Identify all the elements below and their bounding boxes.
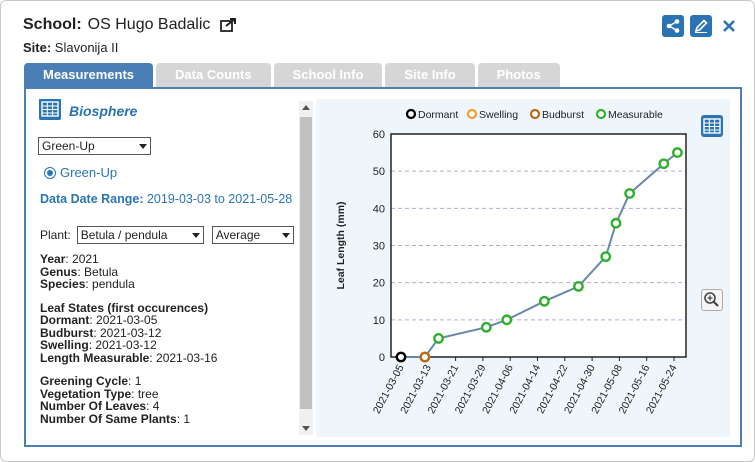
leaf-state-row: Swelling: 2021-03-12 [40, 338, 157, 352]
y-axis-label: Leaf Length (mm) [335, 201, 347, 289]
y-tick-label: 40 [373, 203, 385, 215]
top-icons [662, 15, 740, 37]
info-row: Year: 2021 [40, 252, 99, 266]
site-name: Slavonija II [54, 40, 119, 55]
school-name: OS Hugo Badalic [87, 16, 211, 33]
leaf-state-row: Budburst: 2021-03-12 [40, 325, 162, 340]
zoom-in-icon[interactable] [701, 289, 723, 311]
sidebar-scrollbar[interactable] [299, 101, 313, 435]
data-point [624, 188, 636, 199]
info-row: Number Of Leaves: 4 [40, 399, 160, 413]
close-icon[interactable] [718, 15, 740, 37]
scroll-thumb[interactable] [300, 117, 312, 409]
plant-row: Plant: Betula / pendula Average [40, 226, 322, 244]
site-label: Site: [23, 40, 52, 55]
radio-icon [44, 166, 56, 179]
scroll-down-icon[interactable] [302, 426, 310, 431]
plot-frame [390, 133, 687, 358]
tab-site-info[interactable]: Site Info [385, 63, 475, 87]
y-tick-label: 50 [373, 166, 385, 178]
y-tick-label: 60 [373, 129, 385, 141]
leaf-state-row: Length Measurable: 2021-03-16 [40, 350, 218, 365]
data-point [419, 351, 431, 363]
date-range: Data Date Range: 2019-03-03 to 2021-05-2… [40, 192, 322, 206]
plant-info: Year: 2021 Genus: Betula Species: pendul… [40, 253, 322, 425]
external-link-icon[interactable] [220, 17, 238, 33]
tab-measurements[interactable]: Measurements [24, 63, 154, 87]
info-row: Genus: Betula [40, 264, 119, 279]
info-row: Number Of Same Plants: 1 [40, 411, 191, 426]
info-row: Species: pendula [40, 277, 135, 291]
info-row: Vegetation Type: tree [40, 386, 159, 401]
data-point [538, 295, 550, 307]
legend-marker [529, 108, 541, 120]
stat-select-value: Average [215, 228, 261, 242]
data-point [480, 321, 492, 333]
tab-photos[interactable]: Photos [477, 63, 560, 87]
legend-label: Dormant [418, 109, 458, 121]
biosphere-title: Biosphere [69, 103, 138, 119]
plant-label: Plant: [40, 228, 71, 242]
leaf-state-row: Dormant: 2021-03-05 [40, 313, 158, 327]
data-point [610, 217, 622, 229]
legend-label: Budburst [542, 109, 584, 121]
biosphere-icon [39, 99, 61, 125]
tab-bar: Measurements Data Counts School Info Sit… [24, 63, 560, 87]
date-range-label: Data Date Range: [40, 192, 144, 206]
data-point [433, 333, 444, 344]
y-tick-label: 30 [373, 241, 385, 253]
school-line: School: OS Hugo Badalic [23, 15, 238, 35]
data-point [501, 314, 513, 326]
stat-select[interactable]: Average [211, 226, 294, 244]
data-point [672, 147, 683, 158]
plant-select-value: Betula / pendula [80, 228, 168, 242]
data-point [658, 158, 670, 170]
info-row: Greening Cycle: 1 [40, 374, 142, 388]
green-up-radio[interactable]: Green-Up [44, 165, 322, 180]
radio-label: Green-Up [60, 165, 118, 180]
legend-marker [595, 108, 607, 120]
legend-label: Measurable [608, 109, 663, 121]
y-tick-label: 20 [373, 278, 385, 290]
data-point [600, 251, 612, 263]
table-icon[interactable] [701, 115, 723, 137]
y-tick-label: 0 [379, 352, 385, 364]
legend-marker [405, 108, 417, 120]
y-tick-label: 10 [373, 315, 385, 327]
data-point [573, 280, 584, 292]
legend-marker [466, 108, 478, 120]
biosphere-header: Biosphere [39, 99, 322, 123]
legend-label: Swelling [479, 109, 518, 121]
protocol-select-value: Green-Up [42, 139, 95, 153]
popup-header: School: OS Hugo Badalic Site: Slavonija … [23, 15, 238, 55]
data-point [395, 351, 407, 363]
tab-data-counts[interactable]: Data Counts [156, 63, 271, 87]
chart-area: 0 10 20 30 40 50 60 Leaf Length (mm) 2021-03-05 2… [316, 99, 730, 437]
protocol-select[interactable]: Green-Up [38, 137, 151, 155]
school-label: School: [23, 16, 82, 33]
tab-school-info[interactable]: School Info [273, 63, 383, 87]
measurements-panel: Biosphere Green-Up Green-Up Data Date Ra… [24, 87, 742, 447]
plant-select[interactable]: Betula / pendula [76, 226, 204, 244]
chevron-down-icon [191, 232, 200, 238]
left-sidebar: Biosphere Green-Up Green-Up Data Date Ra… [32, 99, 322, 435]
date-range-value: 2019-03-03 to 2021-05-28 [146, 192, 293, 206]
share-icon[interactable] [662, 15, 684, 37]
chevron-down-icon [139, 143, 147, 149]
edit-icon[interactable] [690, 15, 712, 37]
scroll-up-icon[interactable] [302, 105, 310, 110]
site-line: Site: Slavonija II [23, 40, 238, 55]
chevron-down-icon [281, 232, 290, 238]
leaf-states-title: Leaf States (first occurences) [40, 300, 209, 315]
